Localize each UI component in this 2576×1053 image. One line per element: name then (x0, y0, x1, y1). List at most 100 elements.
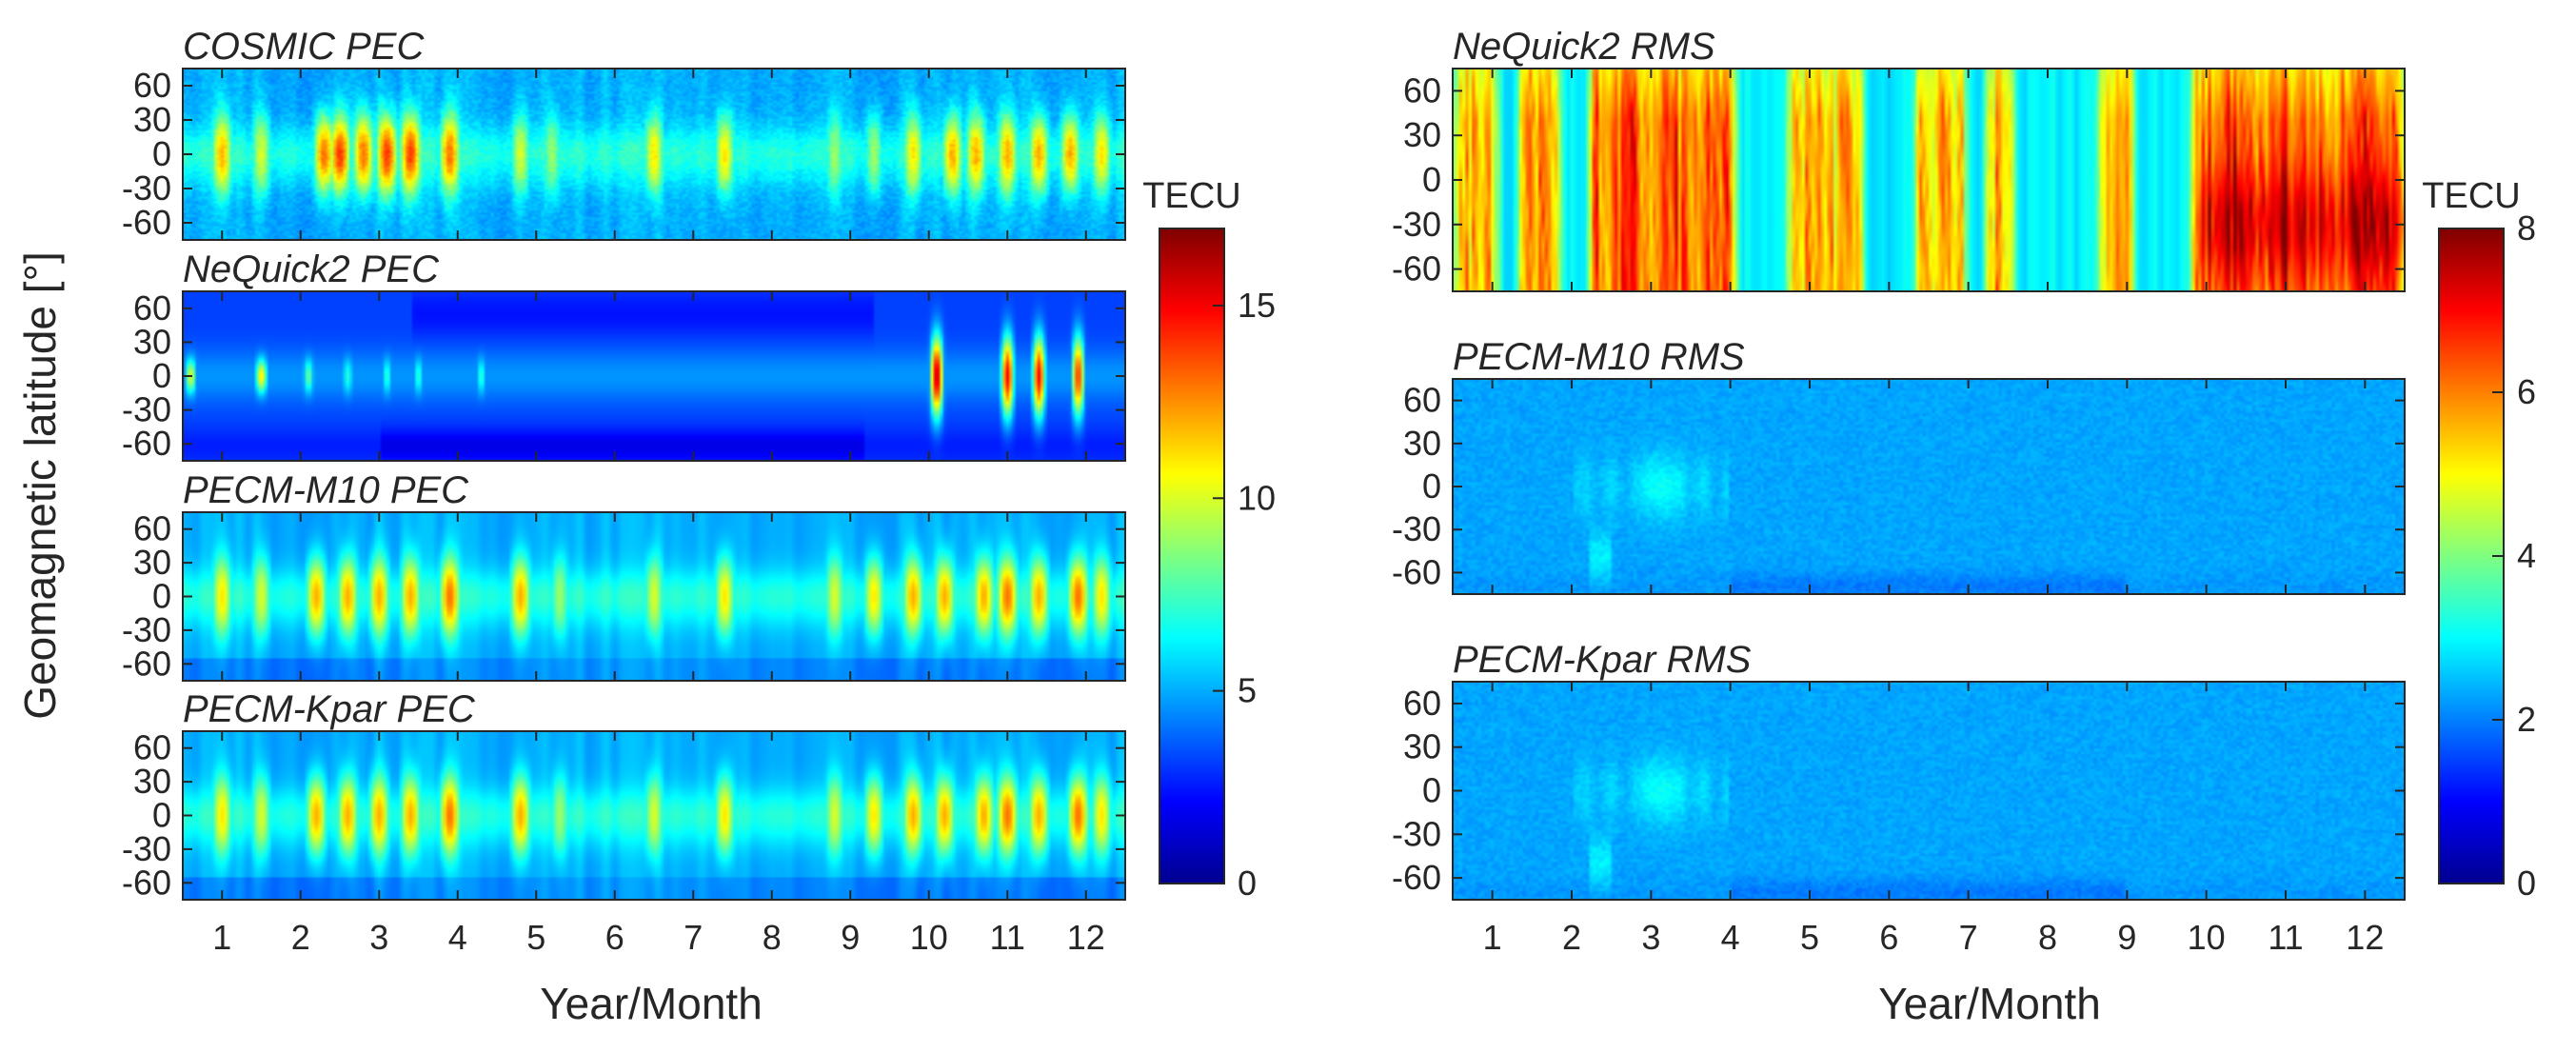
heatmap-image (183, 291, 1125, 461)
x-tick-label: 1 (212, 918, 231, 957)
colorbar-unit: TECU (2422, 176, 2520, 216)
colorbar-layer: TECU 0 5 10 15 TECU 0 2 4 6 8 (1142, 176, 2536, 903)
y-tick-label: 60 (133, 288, 171, 328)
x-tick-label: 8 (2038, 918, 2057, 957)
heatmap-image (183, 731, 1125, 900)
colorbar-tick-label: 0 (1238, 864, 1257, 903)
y-tick-label: -60 (122, 203, 171, 242)
y-tick-label: -60 (1392, 858, 1441, 897)
y-tick-label: 0 (152, 796, 171, 835)
colorbar-pec: TECU 0 5 10 15 (1142, 176, 1276, 903)
x-tick-label: 9 (841, 918, 860, 957)
panel-title: PECM-Kpar PEC (183, 688, 476, 730)
y-tick-label: 60 (1403, 381, 1441, 420)
y-tick-label: -60 (122, 424, 171, 463)
colorbar-tick-label: 2 (2517, 700, 2536, 739)
x-tick-label: 11 (990, 918, 1025, 957)
x-tick-label: 12 (1067, 918, 1105, 957)
y-tick-label: 60 (133, 509, 171, 548)
colorbar-tick-label: 4 (2517, 536, 2536, 575)
panel-title: PECM-Kpar RMS (1453, 639, 1752, 681)
x-tick-label: 7 (684, 918, 703, 957)
y-tick-label: -30 (122, 169, 171, 208)
y-tick-label: -30 (1392, 205, 1441, 244)
x-tick-label: 1 (1483, 918, 1502, 957)
panel-nequick2-rms: NeQuick2 RMS 60 30 0 -30 -60 (1392, 26, 2406, 292)
colorbar-tick-label: 0 (2517, 864, 2536, 903)
y-tick-label: 0 (152, 134, 171, 173)
heatmap-image (183, 512, 1125, 681)
x-tick-label: 10 (2188, 918, 2226, 957)
y-tick-label: 0 (1422, 160, 1441, 199)
y-tick-label: -60 (1392, 552, 1441, 591)
y-tick-label: 0 (152, 356, 171, 395)
y-tick-label: 60 (133, 728, 171, 767)
y-tick-label: 30 (1403, 727, 1441, 766)
panel-title: COSMIC PEC (183, 26, 425, 68)
colorbar-tick-label: 6 (2517, 372, 2536, 411)
heatmap-image (1453, 379, 2405, 594)
x-tick-label: 9 (2117, 918, 2136, 957)
x-tick-label: 3 (1641, 918, 1660, 957)
x-tick-label: 2 (291, 918, 310, 957)
panel-title: NeQuick2 RMS (1453, 26, 1715, 68)
colorbar-unit: TECU (1142, 176, 1240, 216)
x-tick-label: 3 (369, 918, 388, 957)
y-tick-label: -30 (122, 829, 171, 868)
x-tick-label: 6 (1879, 918, 1898, 957)
x-tick-label: 4 (448, 918, 467, 957)
y-tick-label: -30 (1392, 509, 1441, 548)
colorbar-tick-label: 5 (1238, 671, 1257, 710)
colorbar-tick-label: 8 (2517, 209, 2536, 248)
x-tick-label: 6 (605, 918, 624, 957)
x-tick-label: 10 (910, 918, 948, 957)
y-tick-label: 0 (152, 577, 171, 616)
x-tick-label: 12 (2346, 918, 2384, 957)
panel-title: NeQuick2 PEC (183, 248, 440, 290)
y-tick-label: 60 (1403, 684, 1441, 723)
y-tick-label: 30 (1403, 115, 1441, 154)
colorbar-rms: TECU 0 2 4 6 8 (2422, 176, 2536, 903)
x-axis-label-left: Year/Month (540, 979, 763, 1028)
y-tick-label: -60 (122, 644, 171, 683)
y-tick-label: 30 (133, 762, 171, 801)
y-tick-label: 60 (1403, 70, 1441, 109)
y-tick-label: 30 (133, 543, 171, 582)
y-tick-label: 0 (1422, 771, 1441, 810)
x-tick-label: 5 (526, 918, 545, 957)
x-tick-label: 7 (1959, 918, 1978, 957)
y-axis-label: Geomagnetic latitude [°] (15, 251, 65, 719)
x-axis-label-right: Year/Month (1878, 979, 2101, 1028)
heatmap-image (183, 69, 1125, 240)
colorbar-gradient (1159, 228, 1225, 884)
colorbar-tick-label: 15 (1238, 286, 1276, 325)
heatmap-image (1453, 69, 2405, 291)
y-tick-label: -60 (1392, 249, 1441, 288)
y-tick-label: 30 (133, 100, 171, 139)
y-tick-label: -60 (122, 863, 171, 902)
y-tick-label: -30 (122, 610, 171, 649)
panel-title: PECM-M10 RMS (1453, 336, 1745, 378)
heatmap-image (1453, 682, 2405, 900)
y-tick-label: 60 (133, 66, 171, 105)
x-tick-label: 4 (1721, 918, 1740, 957)
panel-title: PECM-M10 PEC (183, 469, 469, 511)
panel-pecm-m10-rms: PECM-M10 RMS 60 30 0-30 -60 (1392, 336, 2406, 595)
y-tick-label: -30 (1392, 814, 1441, 853)
y-tick-label: -30 (122, 390, 171, 429)
x-tick-label: 11 (2268, 918, 2303, 957)
x-tick-label: 5 (1800, 918, 1819, 957)
x-tick-label: 2 (1562, 918, 1581, 957)
y-tick-label: 30 (133, 322, 171, 361)
y-tick-label: 0 (1422, 467, 1441, 506)
y-tick-label: 30 (1403, 424, 1441, 463)
colorbar-tick-label: 10 (1238, 478, 1276, 517)
x-tick-label: 8 (763, 918, 782, 957)
